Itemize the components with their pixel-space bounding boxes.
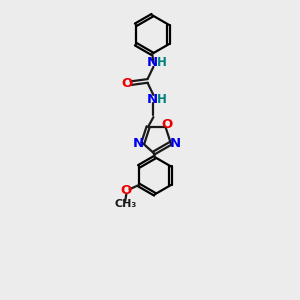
Text: H: H <box>157 92 167 106</box>
Text: N: N <box>133 137 144 150</box>
Text: N: N <box>147 92 158 106</box>
Text: O: O <box>121 184 132 197</box>
Text: N: N <box>169 137 180 150</box>
Text: O: O <box>162 118 173 131</box>
Text: N: N <box>147 56 158 69</box>
Text: O: O <box>122 77 133 90</box>
Text: H: H <box>157 56 167 69</box>
Text: CH₃: CH₃ <box>114 199 136 209</box>
